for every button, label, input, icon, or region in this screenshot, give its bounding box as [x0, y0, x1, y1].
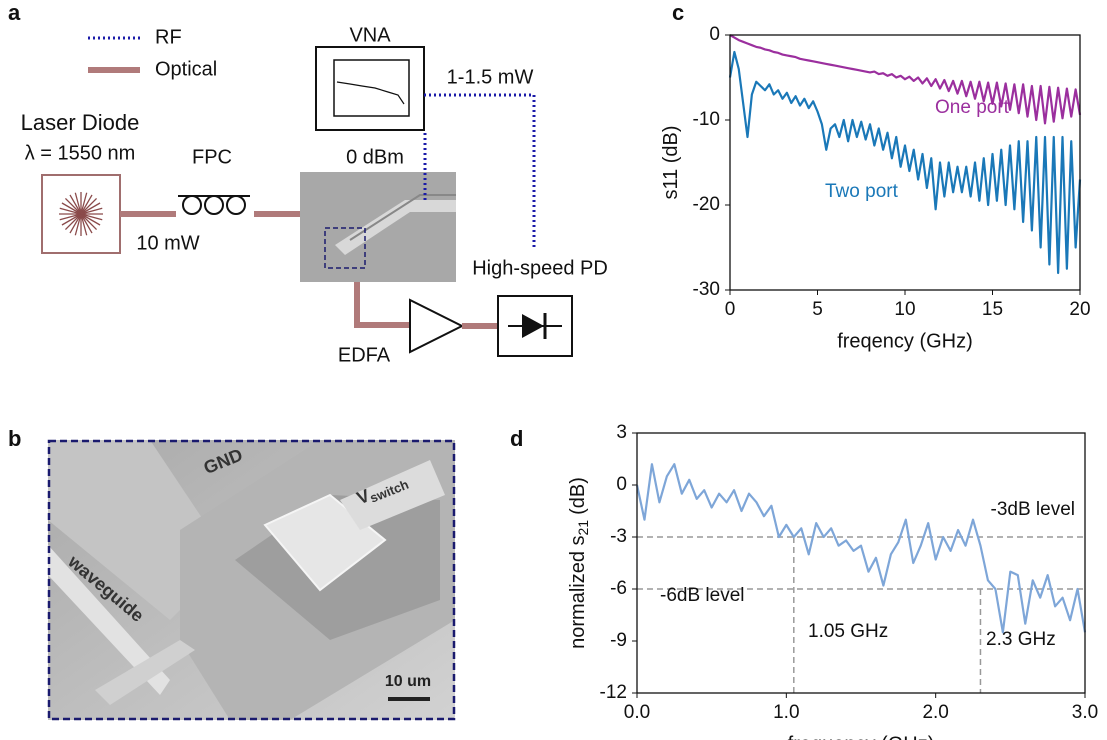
- y-tick-label: 0: [616, 474, 627, 495]
- panel-label: b: [8, 426, 21, 451]
- x-tick-label: 0: [725, 299, 736, 320]
- series-label: One port: [935, 97, 1010, 118]
- x-tick-label: 10: [894, 299, 915, 320]
- edfa-label: EDFA: [338, 344, 391, 366]
- pd-label: High-speed PD: [472, 257, 608, 279]
- x-tick-label: 3.0: [1072, 702, 1098, 723]
- wavelength-label: λ = 1550 nm: [25, 142, 136, 164]
- y-tick-label: 3: [616, 422, 627, 443]
- y-axis-label: normalized s21 (dB): [567, 477, 590, 649]
- star-ray: [74, 213, 82, 236]
- sem-border: [47, 439, 456, 721]
- star-ray: [59, 207, 82, 215]
- x-tick-label: 20: [1069, 299, 1090, 320]
- sem-waveguide: [48, 545, 170, 695]
- y-tick-label: -6: [610, 578, 627, 599]
- fpc-label: FPC: [192, 146, 232, 168]
- panel-label: a: [8, 0, 21, 25]
- annotation: 2.3 GHz: [986, 629, 1056, 650]
- fpc-coil: [226, 195, 246, 215]
- y-tick-label: -12: [600, 682, 627, 703]
- setup: RF Optical Laser Diode λ = 1550 nm FPC 1…: [21, 24, 608, 366]
- annotation: 1.05 GHz: [808, 621, 888, 642]
- y-tick-label: -3: [610, 526, 627, 547]
- x-tick-label: 1.0: [773, 702, 799, 723]
- series-line: [729, 34, 1082, 125]
- star-ray: [80, 194, 93, 215]
- star-ray: [80, 213, 98, 231]
- y-axis-label-sub: 21: [575, 520, 591, 536]
- star-ray: [74, 192, 82, 215]
- sem-vswitch: [340, 460, 445, 530]
- fpc-coil: [182, 195, 202, 215]
- x-tick-label: 2.0: [922, 702, 948, 723]
- plot-frame: [729, 34, 1081, 291]
- x-tick-label: 15: [982, 299, 1003, 320]
- chip-electrode: [335, 200, 456, 255]
- star-ray: [69, 194, 82, 215]
- vna-trace: [336, 81, 405, 105]
- star-ray: [80, 213, 88, 236]
- series-line: [635, 463, 1087, 634]
- y-axis-label-main: s11 (dB): [660, 125, 682, 199]
- zoom-box: [324, 227, 366, 269]
- vna-screen: [333, 59, 410, 117]
- x-axis-label: freqency (GHz): [837, 330, 973, 352]
- y-tick-label: -10: [693, 109, 720, 130]
- series-line: [728, 50, 1082, 275]
- plot-frame: [636, 432, 1086, 694]
- y-tick-label: -9: [610, 630, 627, 651]
- x-axis-label: frequency (GHz): [788, 733, 935, 740]
- star-ray: [64, 213, 82, 231]
- star-ray: [80, 207, 103, 215]
- star-ray: [80, 213, 101, 226]
- laser-box: [41, 174, 121, 254]
- laser-star: [59, 192, 103, 236]
- star-ray: [80, 197, 98, 215]
- x-tick-label: 0.0: [624, 702, 650, 723]
- y-axis-label-main: normalized s: [567, 535, 589, 648]
- annotation: -6dB level: [660, 585, 745, 606]
- star-ray: [61, 213, 82, 226]
- chip-trace: [349, 194, 456, 241]
- star-ray: [69, 213, 82, 234]
- star-ray: [59, 213, 82, 221]
- sem-taper: [95, 640, 195, 705]
- y-axis-label: s11 (dB): [660, 125, 682, 199]
- star-ray: [61, 202, 82, 215]
- y-tick-label: -20: [693, 194, 720, 215]
- y-tick-label: -30: [693, 279, 720, 300]
- star-ray: [80, 202, 101, 215]
- star-ray: [80, 213, 103, 221]
- star-ray: [80, 213, 93, 234]
- fiber: [354, 282, 410, 328]
- rf-power-label: 1-1.5 mW: [447, 66, 534, 88]
- fpc-coil: [204, 195, 224, 215]
- laser-label: Laser Diode: [21, 110, 140, 135]
- pd-diode: [522, 314, 544, 338]
- vna-label: VNA: [349, 24, 391, 46]
- scale-label: 10 um: [385, 673, 431, 690]
- legend-label: Optical: [155, 58, 217, 80]
- vna-power-label: 0 dBm: [346, 146, 404, 168]
- power-label: 10 mW: [136, 232, 199, 254]
- y-tick-label: 0: [709, 24, 720, 45]
- legend-label: RF: [155, 26, 182, 48]
- series-label: Two port: [825, 181, 899, 202]
- panel-label: d: [510, 426, 523, 451]
- x-tick-label: 5: [812, 299, 823, 320]
- star-ray: [80, 192, 88, 215]
- star-ray: [64, 197, 82, 215]
- rf-cable: [424, 93, 536, 250]
- y-axis-label-unit: (dB): [567, 477, 589, 515]
- edfa-symbol: [409, 298, 465, 354]
- sem-image: GND Vswitch waveguide 10 um: [47, 439, 456, 721]
- panel-label: c: [672, 0, 684, 25]
- annotation: -3dB level: [991, 499, 1076, 520]
